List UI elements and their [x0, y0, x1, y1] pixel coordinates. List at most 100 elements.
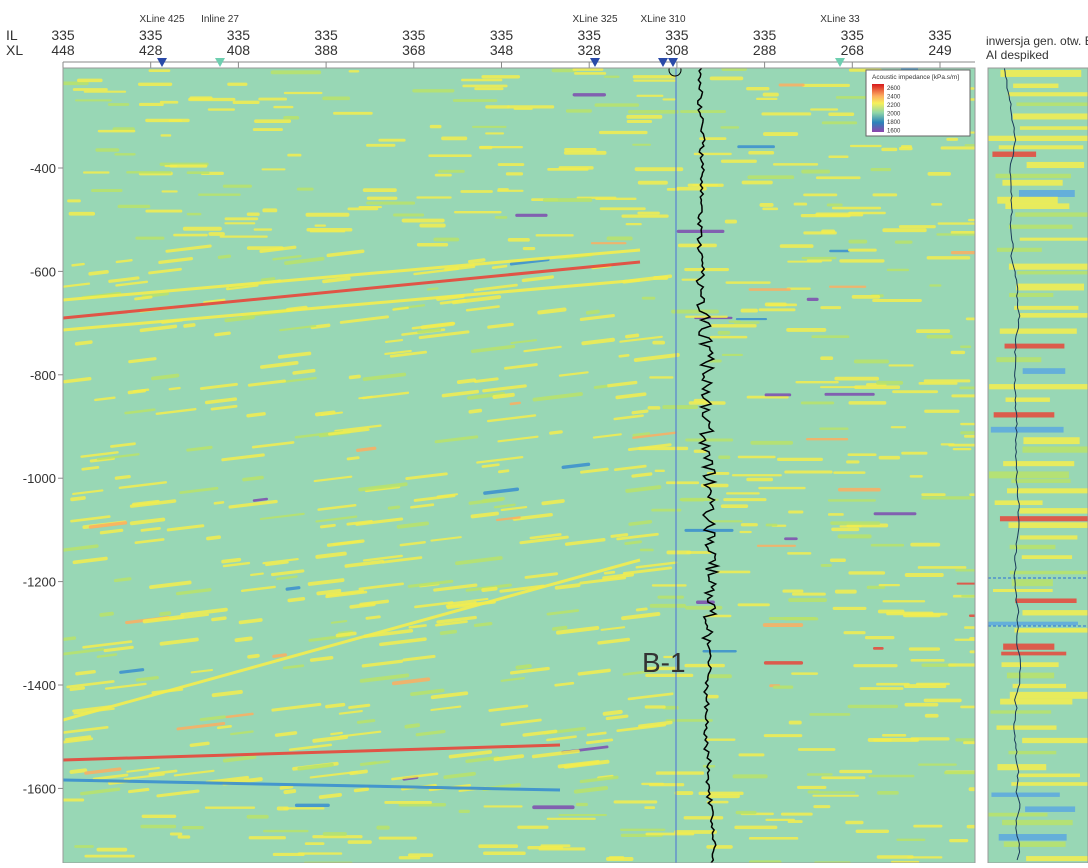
xl-label: 388 — [314, 42, 338, 58]
reflector — [633, 411, 647, 413]
reflector — [511, 403, 520, 404]
side-band — [1014, 628, 1088, 633]
reflector — [72, 498, 84, 499]
reflector — [77, 672, 94, 674]
side-band — [1000, 699, 1072, 705]
reflector — [327, 705, 344, 707]
side-band — [999, 145, 1084, 149]
reflector — [281, 787, 291, 788]
legend: Acoustic impedance [kPa.s/m] 26002400220… — [866, 70, 970, 136]
reflector — [208, 537, 219, 538]
side-band — [999, 834, 1067, 841]
depth-label: -1200 — [23, 575, 56, 590]
side-band — [991, 793, 1059, 797]
reflector — [358, 721, 373, 723]
side-band — [1020, 238, 1088, 241]
side-band — [1016, 102, 1088, 106]
side-band — [988, 622, 1078, 626]
reflector — [248, 414, 264, 416]
il-label: 335 — [227, 27, 251, 43]
reflector — [249, 656, 258, 657]
reflector — [554, 628, 566, 629]
side-band — [1023, 437, 1079, 444]
reflector — [274, 655, 286, 656]
side-band — [1003, 461, 1074, 466]
il-label: 335 — [753, 27, 777, 43]
reflector — [216, 333, 229, 335]
reflector — [483, 589, 495, 590]
side-band — [1010, 692, 1088, 699]
xl-label: 428 — [139, 42, 163, 58]
legend-scale — [872, 84, 884, 132]
reflector — [240, 620, 260, 622]
il-label: 335 — [139, 27, 163, 43]
side-band — [992, 152, 1036, 157]
reflector — [312, 658, 332, 660]
side-band — [988, 136, 1088, 141]
reflector — [321, 795, 340, 797]
reflector — [605, 572, 614, 573]
marker-label: XLine 310 — [640, 14, 685, 25]
reflector — [331, 733, 341, 734]
reflector — [71, 688, 83, 689]
reflector — [612, 535, 627, 537]
reflector — [244, 478, 262, 480]
side-band — [1020, 535, 1078, 539]
side-band — [997, 248, 1042, 252]
side-band — [1001, 652, 1066, 656]
reflector — [351, 771, 366, 773]
xl-label: 448 — [51, 42, 75, 58]
side-band — [1010, 571, 1088, 574]
reflector — [367, 617, 379, 618]
reflector — [338, 633, 355, 635]
well-name: B-1 — [642, 647, 686, 678]
side-band — [1013, 684, 1066, 688]
side-band — [1007, 673, 1054, 679]
depth-label: -1400 — [23, 678, 56, 693]
reflector — [287, 588, 299, 589]
reflector — [191, 743, 208, 745]
side-band — [1008, 751, 1056, 754]
reflector — [90, 272, 107, 274]
row-label: XL — [6, 42, 23, 58]
side-band — [1008, 92, 1088, 96]
side-band — [993, 589, 1053, 592]
reflector — [493, 266, 506, 268]
reflector — [218, 726, 230, 727]
reflector — [428, 288, 438, 289]
xl-label: 408 — [227, 42, 251, 58]
reflector — [517, 666, 529, 667]
reflector — [285, 791, 294, 792]
side-band — [1015, 598, 1076, 603]
reflector — [251, 574, 263, 575]
side-band — [1019, 313, 1088, 318]
reflector — [129, 391, 144, 393]
reflector — [543, 501, 563, 503]
reflector — [219, 256, 229, 257]
side-band — [1000, 328, 1077, 333]
il-label: 335 — [841, 27, 865, 43]
side-band — [1023, 368, 1066, 374]
side-band — [1026, 856, 1088, 861]
depth-label: -400 — [30, 161, 56, 176]
il-label: 335 — [314, 27, 338, 43]
reflector — [637, 609, 646, 610]
xl-label: 268 — [841, 42, 865, 58]
side-band — [1017, 271, 1088, 274]
side-band — [1019, 190, 1075, 197]
reflector — [65, 638, 75, 639]
side-band — [1019, 774, 1080, 778]
reflector — [116, 477, 129, 479]
side-band — [1003, 644, 1054, 650]
side-band — [1009, 293, 1053, 297]
xl-label: 288 — [753, 42, 777, 58]
reflector — [499, 471, 508, 472]
reflector — [83, 467, 98, 469]
depth-label: -600 — [30, 264, 56, 279]
legend-label: 2000 — [887, 112, 901, 118]
reflector — [459, 380, 475, 382]
marker-label: Inline 27 — [201, 14, 239, 25]
side-band — [1000, 516, 1088, 521]
reflector — [115, 579, 129, 581]
side-band — [1009, 225, 1073, 229]
